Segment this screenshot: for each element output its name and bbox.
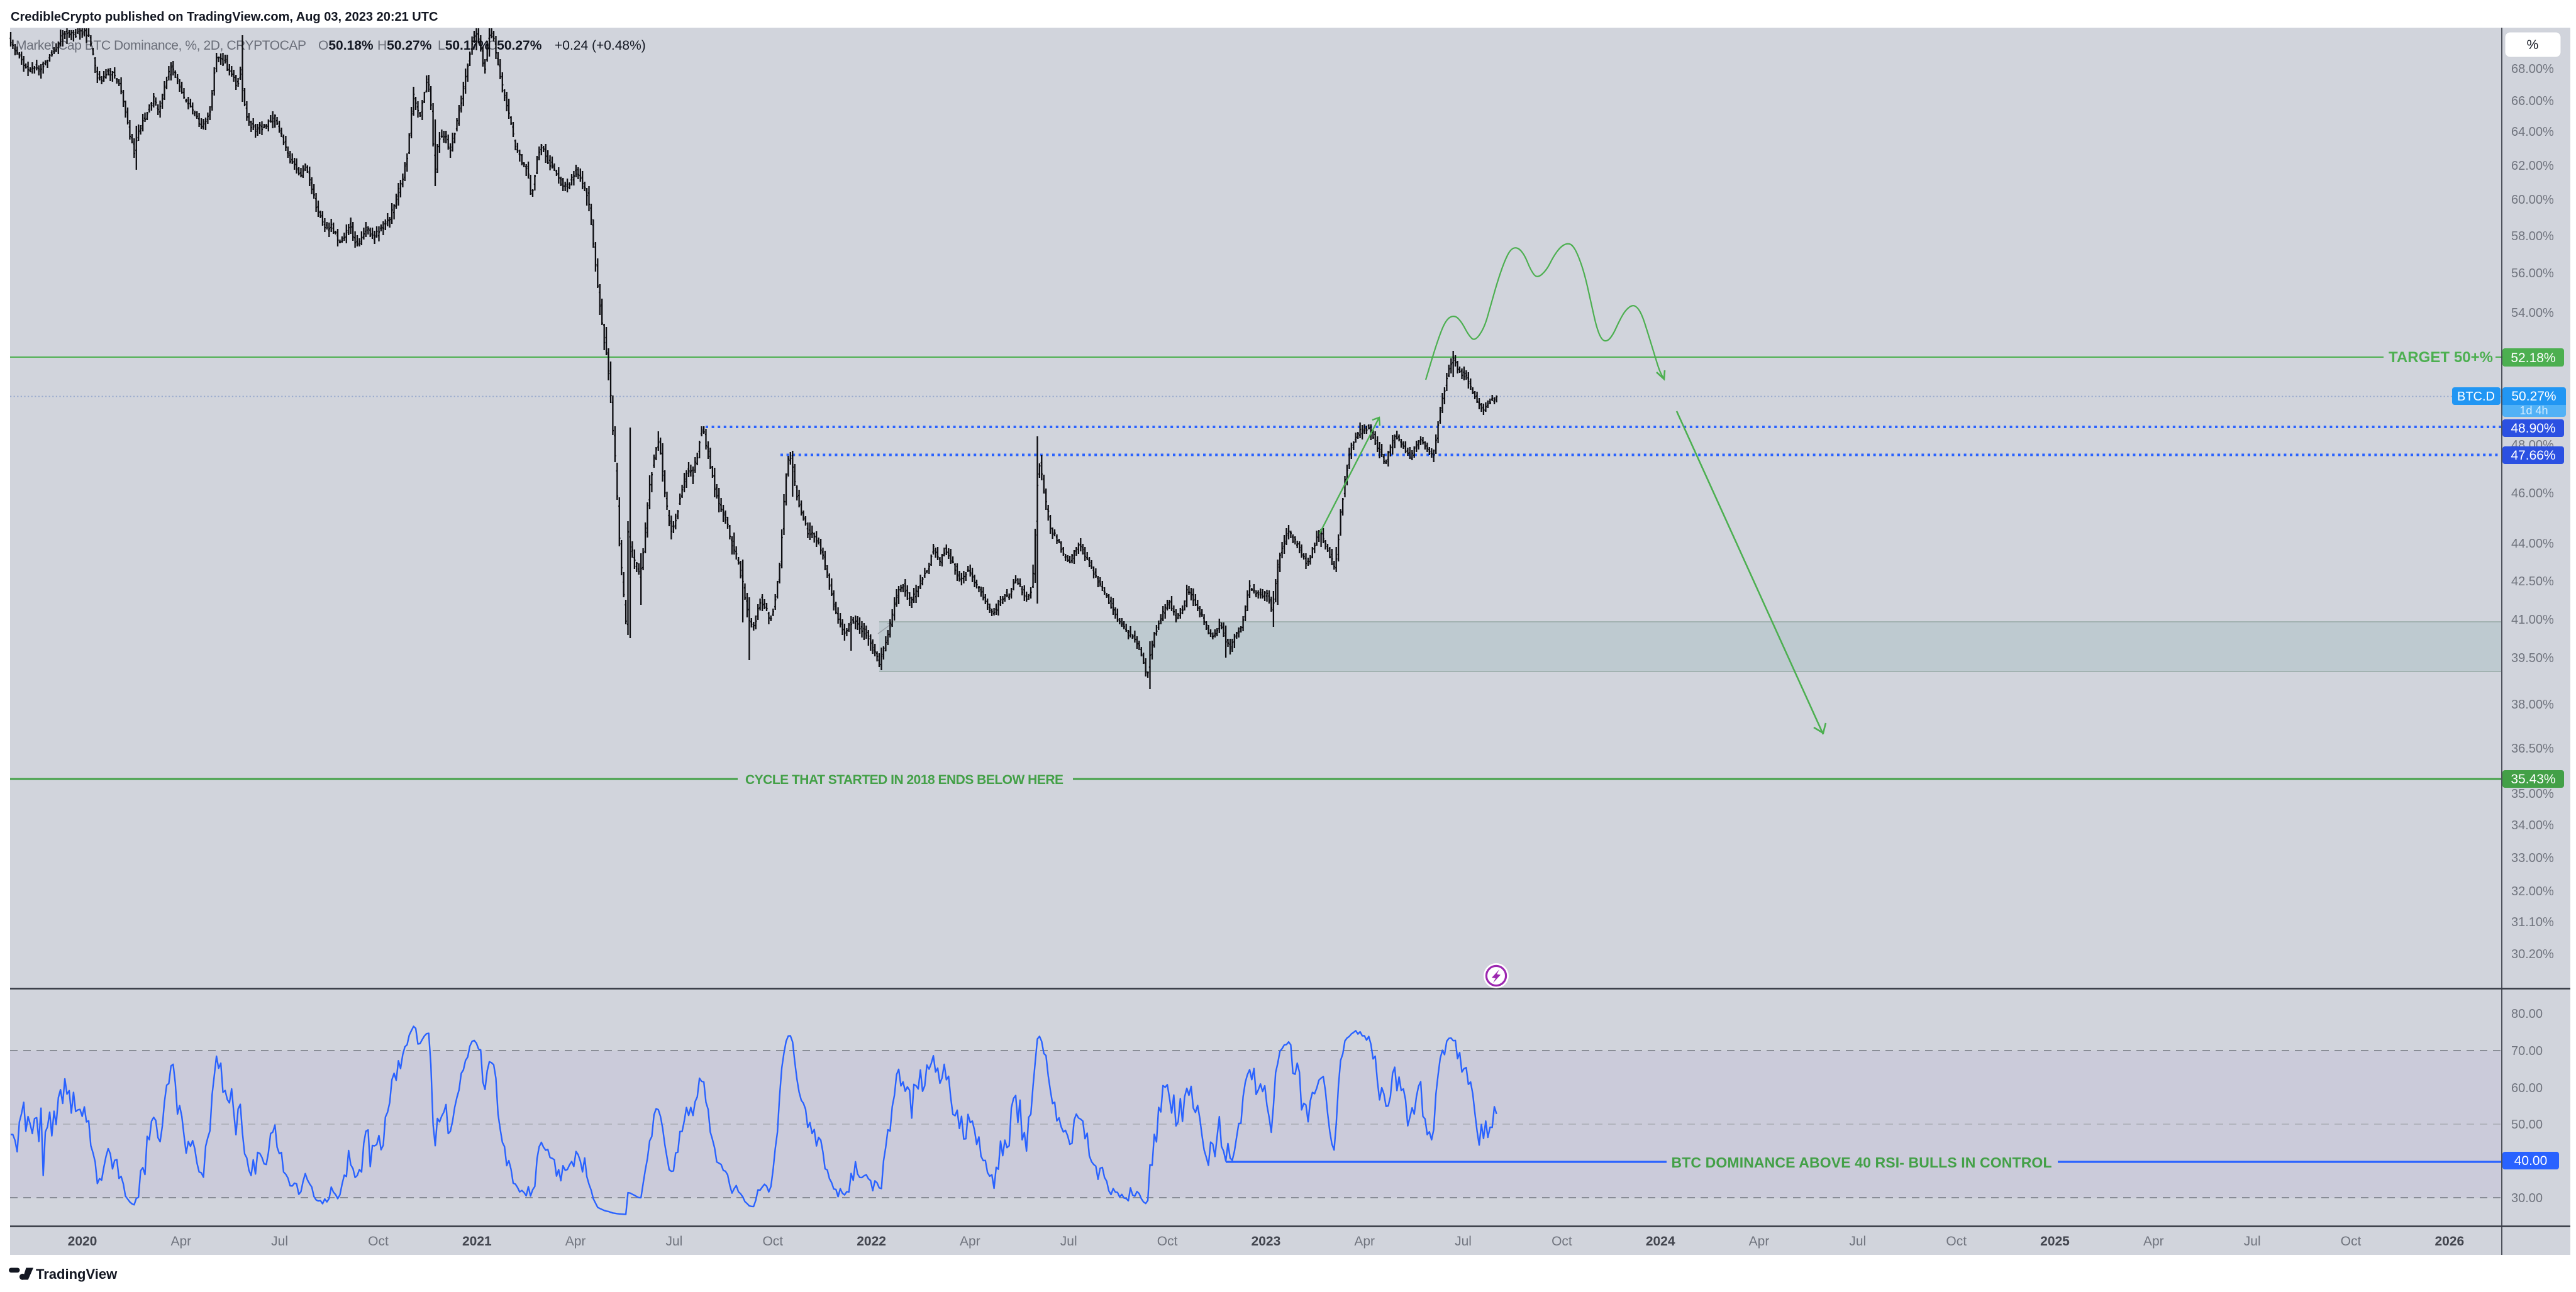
svg-text:2020: 2020 <box>68 1234 97 1249</box>
svg-text:TARGET 50+%: TARGET 50+% <box>2389 349 2493 366</box>
svg-text:60.00%: 60.00% <box>2511 193 2554 207</box>
svg-text:Apr: Apr <box>2143 1234 2164 1249</box>
svg-text:BTC.D: BTC.D <box>2457 390 2495 404</box>
svg-text:32.00%: 32.00% <box>2511 885 2554 898</box>
svg-text:H50.27%: H50.27% <box>377 38 432 53</box>
svg-text:48.90%: 48.90% <box>2511 421 2555 436</box>
svg-text:68.00%: 68.00% <box>2511 62 2554 76</box>
svg-text:47.66%: 47.66% <box>2511 448 2555 463</box>
svg-text:+0.24 (+0.48%): +0.24 (+0.48%) <box>555 38 646 53</box>
svg-text:Oct: Oct <box>1157 1234 1178 1249</box>
svg-text:Oct: Oct <box>368 1234 389 1249</box>
svg-text:39.50%: 39.50% <box>2511 651 2554 665</box>
svg-text:64.00%: 64.00% <box>2511 125 2554 139</box>
svg-text:35.43%: 35.43% <box>2511 772 2555 787</box>
svg-text:CredibleCrypto published on Tr: CredibleCrypto published on TradingView.… <box>11 10 438 24</box>
svg-text:Jul: Jul <box>1060 1234 1077 1249</box>
svg-text:Apr: Apr <box>565 1234 586 1249</box>
svg-text:%: % <box>2527 38 2539 52</box>
svg-text:52.18%: 52.18% <box>2511 351 2555 365</box>
svg-text:62.00%: 62.00% <box>2511 159 2554 173</box>
svg-text:Oct: Oct <box>1552 1234 1572 1249</box>
svg-text:35.00%: 35.00% <box>2511 787 2554 801</box>
svg-text:54.00%: 54.00% <box>2511 306 2554 320</box>
svg-text:58.00%: 58.00% <box>2511 229 2554 243</box>
svg-text:46.00%: 46.00% <box>2511 487 2554 500</box>
svg-text:38.00%: 38.00% <box>2511 698 2554 712</box>
svg-text:Oct: Oct <box>2341 1234 2362 1249</box>
svg-text:50.27%: 50.27% <box>2511 389 2556 404</box>
svg-text:44.00%: 44.00% <box>2511 537 2554 551</box>
svg-text:60.00: 60.00 <box>2511 1081 2543 1095</box>
svg-text:2021: 2021 <box>462 1234 492 1249</box>
svg-text:C50.27%: C50.27% <box>487 38 542 53</box>
svg-text:Market Cap BTC Dominance, %, 2: Market Cap BTC Dominance, %, 2D, CRYPTOC… <box>16 38 306 53</box>
svg-text:56.00%: 56.00% <box>2511 267 2554 280</box>
svg-text:Jul: Jul <box>1455 1234 1472 1249</box>
svg-text:2022: 2022 <box>857 1234 886 1249</box>
svg-text:Jul: Jul <box>2244 1234 2261 1249</box>
svg-text:Apr: Apr <box>960 1234 980 1249</box>
svg-text:36.50%: 36.50% <box>2511 742 2554 756</box>
svg-text:Jul: Jul <box>1849 1234 1866 1249</box>
svg-text:33.00%: 33.00% <box>2511 851 2554 865</box>
svg-text:30.00: 30.00 <box>2511 1191 2543 1205</box>
svg-text:Oct: Oct <box>1946 1234 1967 1249</box>
svg-text:Apr: Apr <box>1749 1234 1770 1249</box>
svg-text:Apr: Apr <box>1354 1234 1375 1249</box>
svg-text:34.00%: 34.00% <box>2511 819 2554 832</box>
svg-text:CYCLE THAT STARTED IN 2018 END: CYCLE THAT STARTED IN 2018 ENDS BELOW HE… <box>745 773 1063 787</box>
svg-text:Jul: Jul <box>271 1234 288 1249</box>
svg-text:66.00%: 66.00% <box>2511 94 2554 108</box>
svg-text:1d 4h: 1d 4h <box>2519 404 2548 417</box>
svg-text:TradingView: TradingView <box>36 1266 118 1282</box>
svg-text:80.00: 80.00 <box>2511 1007 2543 1021</box>
svg-text:70.00: 70.00 <box>2511 1044 2543 1058</box>
svg-text:Oct: Oct <box>762 1234 783 1249</box>
svg-text:31.10%: 31.10% <box>2511 915 2554 929</box>
svg-text:Apr: Apr <box>170 1234 191 1249</box>
svg-text:BTC DOMINANCE ABOVE 40 RSI- BU: BTC DOMINANCE ABOVE 40 RSI- BULLS IN CON… <box>1672 1154 2052 1171</box>
svg-text:41.00%: 41.00% <box>2511 613 2554 627</box>
svg-text:2024: 2024 <box>1646 1234 1675 1249</box>
svg-text:2026: 2026 <box>2434 1234 2464 1249</box>
svg-text:Jul: Jul <box>665 1234 682 1249</box>
svg-text:42.50%: 42.50% <box>2511 575 2554 588</box>
svg-text:O50.18%: O50.18% <box>318 38 374 53</box>
svg-text:2023: 2023 <box>1252 1234 1281 1249</box>
svg-text:50.00: 50.00 <box>2511 1118 2543 1132</box>
svg-text:30.20%: 30.20% <box>2511 947 2554 961</box>
svg-text:40.00: 40.00 <box>2514 1154 2548 1168</box>
svg-text:2025: 2025 <box>2040 1234 2070 1249</box>
